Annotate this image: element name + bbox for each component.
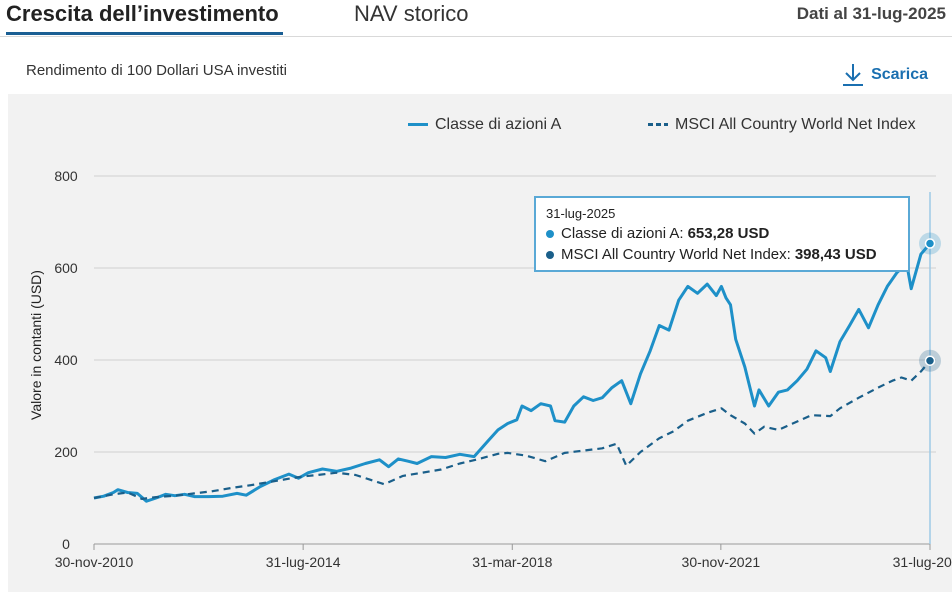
series-line-msci-acwi [93, 359, 931, 500]
x-tick-label: 30-nov-2021 [682, 554, 761, 570]
legend-swatch-solid [408, 123, 428, 126]
download-button[interactable]: Scarica [841, 62, 928, 88]
y-tick-label: 0 [62, 536, 70, 552]
x-tick-label: 30-nov-2010 [55, 554, 134, 570]
chart-tooltip: 31-lug-2025 Classe di azioni A: 653,28 U… [534, 196, 910, 272]
tooltip-value-series-b: 398,43 USD [794, 246, 877, 263]
tooltip-row-series-b: MSCI All Country World Net Index: 398,43… [546, 244, 898, 265]
chart-subtitle: Rendimento di 100 Dollari USA investiti [26, 62, 287, 79]
as-of-date: Dati al 31-lug-2025 [796, 4, 946, 23]
tooltip-row-series-a: Classe di azioni A: 653,28 USD [546, 223, 898, 244]
y-tick-label: 800 [54, 168, 78, 184]
legend-item-series-a[interactable]: Classe di azioni A [408, 114, 561, 135]
y-tick-label: 600 [54, 260, 78, 276]
tooltip-label-series-a: Classe di azioni A: [561, 225, 684, 242]
tooltip-value-series-a: 653,28 USD [687, 225, 770, 242]
end-markers [919, 232, 941, 372]
series [93, 242, 932, 503]
tab-growth[interactable]: Crescita dell’investimento [6, 1, 283, 35]
download-icon [841, 62, 865, 88]
series-b-dot-icon [546, 250, 554, 259]
y-tick-labels: 0 200 400 600 800 [54, 168, 78, 552]
tab-nav-history[interactable]: NAV storico [354, 1, 469, 26]
legend-item-series-b[interactable]: MSCI All Country World Net Index [648, 114, 925, 135]
y-tick-label: 200 [54, 444, 78, 460]
end-marker [924, 355, 936, 366]
tooltip-label-series-b: MSCI All Country World Net Index: [561, 246, 791, 263]
x-tick-label: 31-mar-2018 [472, 554, 552, 570]
legend-label-series-a: Classe di azioni A [435, 116, 562, 133]
end-marker [924, 238, 936, 249]
tooltip-date: 31-lug-2025 [546, 206, 616, 221]
x-tick-labels: 30-nov-2010 31-lug-2014 31-mar-2018 30-nov-… [55, 554, 952, 570]
series-line-classe-a [93, 242, 932, 503]
tab-bar: Crescita dell’investimento NAV storico D… [0, 0, 952, 37]
series-a-dot-icon [546, 229, 554, 238]
x-tick-label: 31-lug-2025 [893, 554, 952, 570]
x-tick-label: 31-lug-2014 [266, 554, 341, 570]
y-tick-label: 400 [54, 352, 78, 368]
chart-area [8, 94, 952, 592]
y-axis-label: Valore in contanti (USD) [28, 270, 44, 420]
legend-label-series-b: MSCI All Country World Net Index [675, 116, 916, 133]
legend-swatch-dashed [648, 123, 668, 126]
download-label: Scarica [871, 66, 928, 83]
